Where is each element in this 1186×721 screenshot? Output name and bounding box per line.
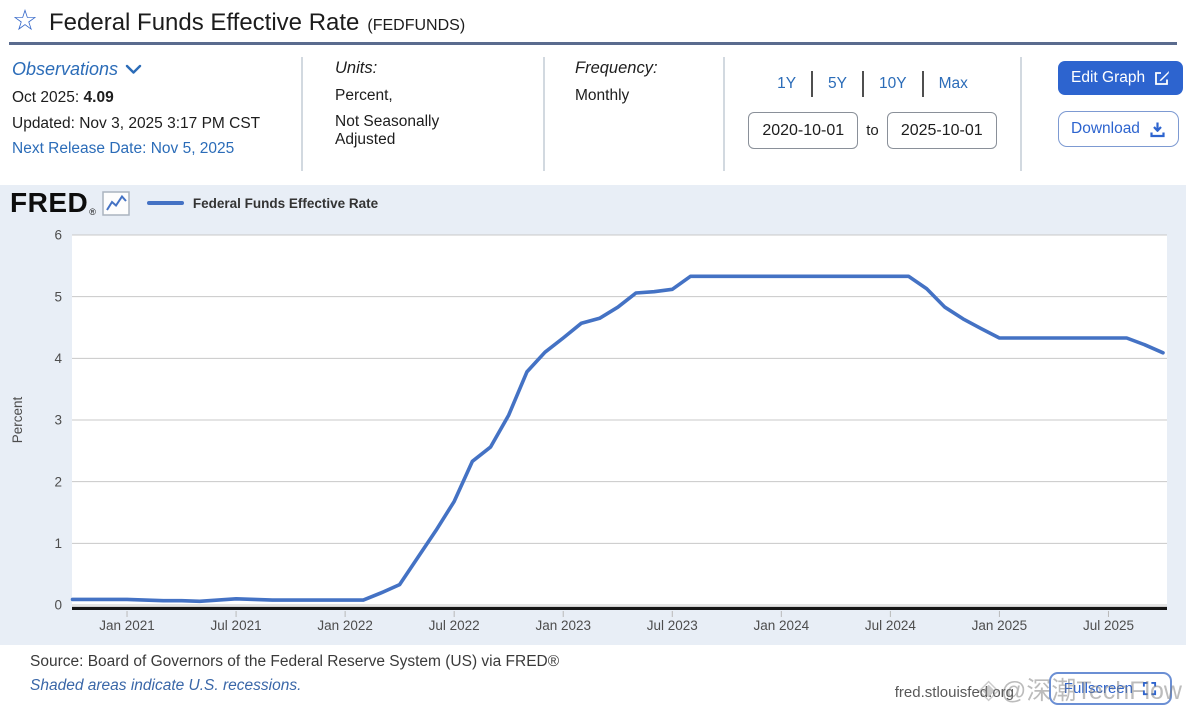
chart-legend: Federal Funds Effective Rate	[146, 195, 379, 211]
chevron-down-icon	[125, 64, 142, 74]
units-section: Units: Percent, Not Seasonally Adjusted	[303, 57, 545, 171]
start-date-input[interactable]	[748, 112, 859, 149]
svg-text:5: 5	[54, 289, 62, 304]
recession-note-link[interactable]: Shaded areas indicate U.S. recessions.	[30, 677, 302, 694]
svg-text:Jul 2021: Jul 2021	[211, 618, 262, 633]
site-url: fred.stlouisfed.org	[894, 684, 1014, 701]
fullscreen-button[interactable]: Fullscreen	[1048, 672, 1172, 705]
svg-text:1: 1	[54, 536, 62, 551]
svg-text:0: 0	[54, 598, 62, 613]
svg-text:Jan 2021: Jan 2021	[99, 618, 155, 633]
download-label: Download	[1071, 120, 1140, 137]
range-preset-max[interactable]: Max	[938, 75, 968, 92]
download-icon	[1150, 122, 1165, 137]
header-divider	[9, 42, 1177, 45]
date-range-section: 1Y 5Y 10Y Max to	[725, 57, 1022, 171]
svg-text:3: 3	[54, 413, 62, 428]
fullscreen-label: Fullscreen	[1063, 680, 1133, 697]
units-label: Units:	[335, 59, 378, 77]
fred-logo: FRED	[10, 187, 89, 218]
frequency-section: Frequency: Monthly	[545, 57, 725, 171]
series-title: Federal Funds Effective Rate	[49, 9, 360, 36]
next-release-link[interactable]: Next Release Date: Nov 5, 2025	[12, 140, 235, 157]
range-preset-10y[interactable]: 10Y	[879, 75, 907, 92]
svg-text:Jan 2024: Jan 2024	[754, 618, 810, 633]
edit-icon	[1155, 71, 1170, 85]
chart-footer: Source: Board of Governors of the Federa…	[0, 645, 1186, 721]
legend-series-name: Federal Funds Effective Rate	[192, 195, 379, 211]
observations-label: Observations	[12, 59, 119, 79]
units-value-1: Percent,	[335, 87, 393, 104]
download-button[interactable]: Download	[1058, 111, 1179, 147]
preset-separator	[811, 71, 814, 97]
frequency-value: Monthly	[575, 87, 630, 104]
chart-plot-area[interactable]: 0 1 2 3 4 5 6 Percent Jan 2021 Jul 2021 Jan 2022 Ju…	[0, 217, 1186, 645]
svg-text:Jul 2022: Jul 2022	[429, 618, 480, 633]
preset-separator	[921, 71, 924, 97]
svg-text:2: 2	[54, 474, 62, 489]
svg-text:Jul 2024: Jul 2024	[865, 618, 917, 633]
range-preset-5y[interactable]: 5Y	[828, 75, 848, 92]
page-title: Federal Funds Effective Rate (FEDFUNDS)	[49, 9, 465, 37]
fullscreen-icon	[1142, 681, 1157, 696]
edit-graph-button[interactable]: Edit Graph	[1058, 61, 1184, 95]
end-date-input[interactable]	[886, 112, 997, 149]
registered-mark: ®	[89, 207, 96, 217]
latest-observation: Oct 2025: 4.09	[12, 89, 291, 107]
observations-dropdown[interactable]: Observations	[12, 59, 291, 80]
frequency-label: Frequency:	[575, 59, 658, 77]
meta-bar: Observations Oct 2025: 4.09 Updated: Nov…	[0, 45, 1186, 185]
to-label: to	[866, 122, 879, 139]
latest-observation-date: Oct 2025:	[12, 89, 80, 106]
graph-actions: Edit Graph Download	[1022, 57, 1186, 171]
source-attribution: Source: Board of Governors of the Federa…	[30, 653, 560, 670]
preset-separator	[862, 71, 865, 97]
line-chart-icon	[102, 190, 130, 216]
svg-text:Jan 2025: Jan 2025	[972, 618, 1028, 633]
latest-observation-value: 4.09	[83, 89, 114, 106]
units-value-2: Not Seasonally Adjusted	[335, 113, 440, 148]
updated-timestamp: Updated: Nov 3, 2025 3:17 PM CST	[12, 115, 261, 132]
svg-text:Percent: Percent	[10, 396, 25, 443]
range-preset-1y[interactable]: 1Y	[777, 75, 797, 92]
svg-text:Jul 2025: Jul 2025	[1083, 618, 1134, 633]
range-presets: 1Y 5Y 10Y Max	[731, 71, 1014, 97]
chart-header: FRED ® Federal Funds Effective Rate	[10, 188, 378, 218]
series-id: (FEDFUNDS)	[367, 17, 466, 34]
chart-container: FRED ® Federal Funds Effective Rate 0 1 2 3…	[0, 185, 1186, 645]
svg-text:Jan 2022: Jan 2022	[317, 618, 373, 633]
svg-text:6: 6	[54, 228, 62, 243]
svg-text:4: 4	[54, 351, 62, 366]
favorite-star-icon[interactable]: ☆	[12, 5, 38, 37]
edit-graph-label: Edit Graph	[1071, 69, 1146, 86]
series-header: ☆ Federal Funds Effective Rate (FEDFUNDS…	[0, 0, 1186, 40]
date-range-inputs: to	[731, 112, 1014, 149]
observations-section: Observations Oct 2025: 4.09 Updated: Nov…	[0, 57, 303, 171]
legend-line-swatch	[146, 201, 184, 205]
svg-text:Jul 2023: Jul 2023	[647, 618, 698, 633]
svg-text:Jan 2023: Jan 2023	[535, 618, 591, 633]
